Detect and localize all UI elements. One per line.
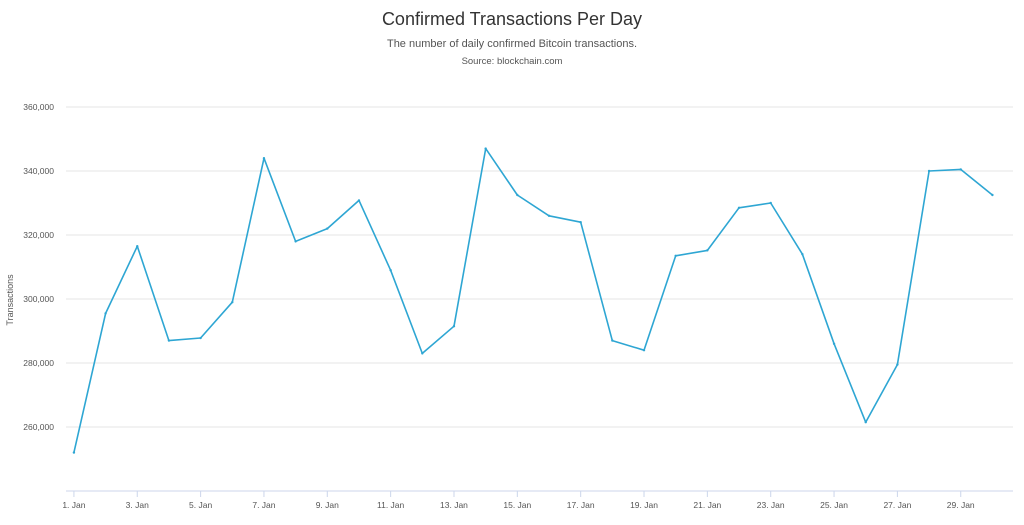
data-point	[642, 349, 646, 352]
data-point	[452, 325, 456, 328]
data-point	[579, 221, 582, 224]
data-point	[611, 339, 614, 342]
data-point	[769, 201, 772, 205]
y-axis-ticks: 260,000 280,000 300,000 320,000 340,000 360,0…	[23, 102, 54, 432]
data-point	[357, 199, 361, 202]
y-tick-label: 260,000	[23, 422, 54, 432]
x-tick-label: 21. Jan	[693, 500, 721, 510]
data-point	[516, 193, 519, 197]
data-point	[706, 249, 709, 252]
y-tick-label: 360,000	[23, 102, 54, 112]
x-tick-label: 9. Jan	[316, 500, 339, 510]
data-point	[262, 157, 266, 160]
series-line	[73, 147, 994, 454]
y-tick-label: 300,000	[23, 294, 54, 304]
x-tick-label: 7. Jan	[252, 500, 275, 510]
x-tick-label: 17. Jan	[567, 500, 595, 510]
x-tick-label: 27. Jan	[883, 500, 911, 510]
data-point	[231, 301, 234, 304]
data-point	[832, 342, 836, 345]
x-tick-label: 15. Jan	[503, 500, 531, 510]
data-point	[294, 240, 297, 243]
chart-subtitle: The number of daily confirmed Bitcoin tr…	[387, 38, 637, 50]
series-group	[72, 147, 994, 454]
y-tick-label: 280,000	[23, 358, 54, 368]
y-tick-label: 320,000	[23, 230, 54, 240]
data-point	[864, 421, 867, 424]
data-point	[991, 193, 994, 197]
y-tick-label: 340,000	[23, 166, 54, 176]
data-point	[737, 206, 741, 209]
chart-title: Confirmed Transactions Per Day	[382, 9, 642, 29]
x-tick-label: 3. Jan	[126, 500, 149, 510]
gridlines	[66, 106, 1013, 428]
data-point	[167, 339, 171, 342]
data-point	[326, 227, 329, 230]
x-tick-label: 5. Jan	[189, 500, 212, 510]
data-point	[959, 168, 962, 171]
data-point	[72, 451, 76, 454]
x-tick-label: 25. Jan	[820, 500, 848, 510]
data-point	[547, 214, 551, 217]
x-tick-label: 23. Jan	[757, 500, 785, 510]
data-point	[389, 269, 392, 272]
data-point	[104, 312, 107, 315]
data-point	[484, 147, 487, 150]
x-tick-label: 11. Jan	[377, 500, 405, 510]
data-point	[674, 254, 677, 257]
data-point	[801, 253, 804, 256]
y-axis-title: Transactions	[5, 274, 15, 326]
data-point	[927, 169, 931, 173]
data-point	[421, 352, 424, 355]
data-point	[896, 363, 899, 366]
data-point	[136, 245, 139, 248]
x-tick-label: 1. Jan	[62, 500, 85, 510]
x-axis: 1. Jan 3. Jan 5. Jan 7. Jan 9. Jan 11. Jan 13.…	[62, 490, 1013, 510]
chart-source: Source: blockchain.com	[462, 56, 563, 67]
x-tick-label: 19. Jan	[630, 500, 658, 510]
data-point	[199, 336, 202, 340]
x-tick-label: 13. Jan	[440, 500, 468, 510]
x-tick-label: 29. Jan	[947, 500, 975, 510]
